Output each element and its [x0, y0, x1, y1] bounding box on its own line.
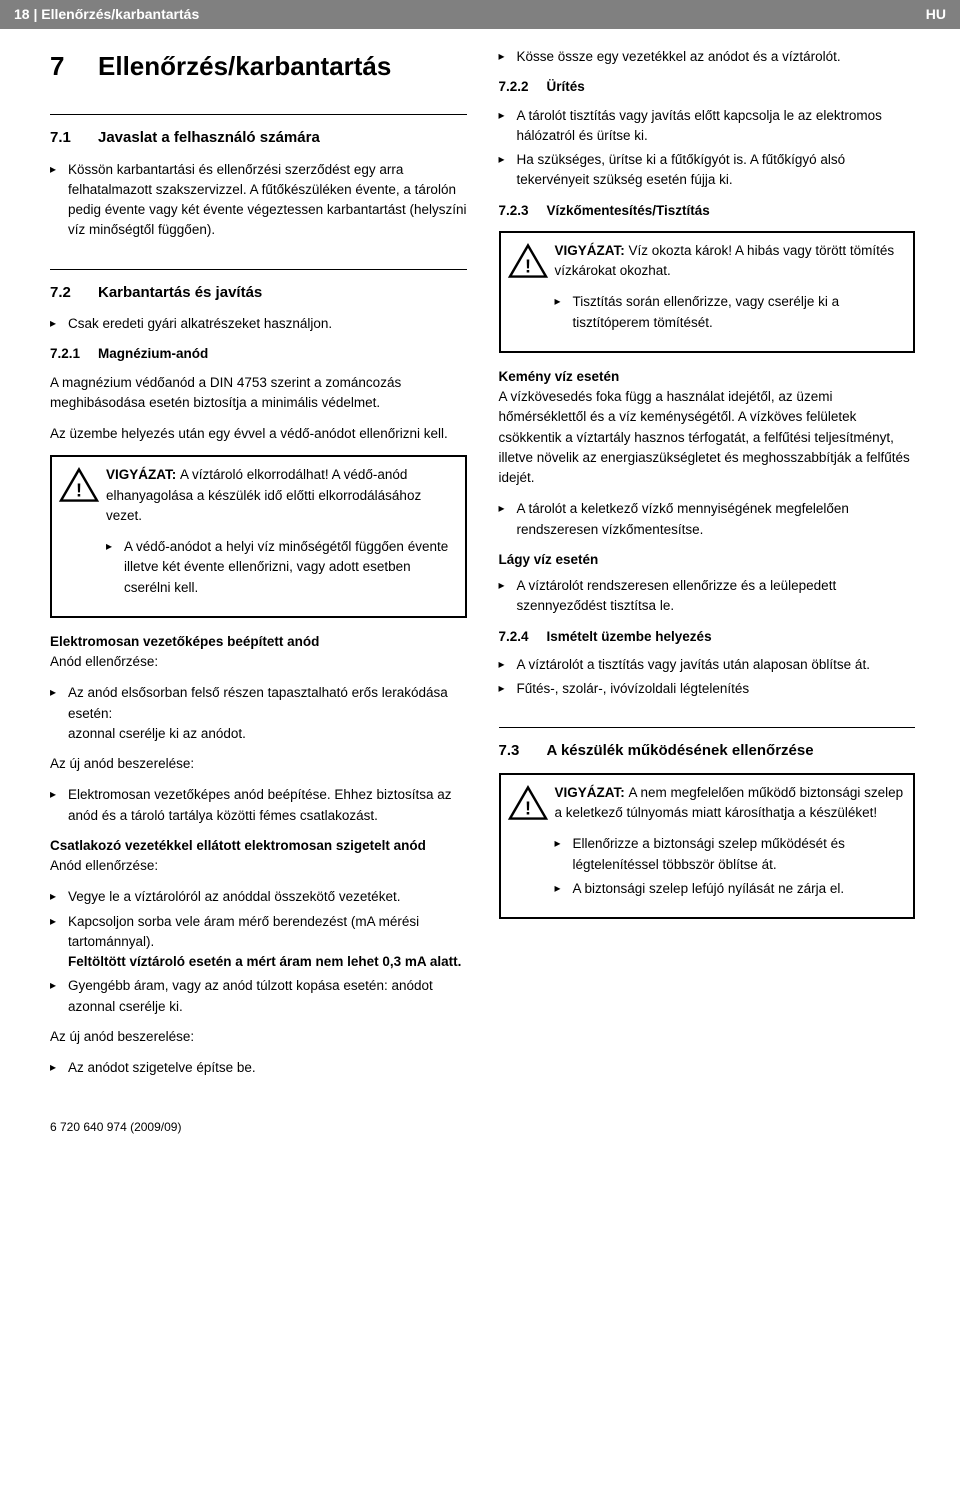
list: Kösse össze egy vezetékkel az anódot és … [499, 47, 916, 67]
list-item: Kösse össze egy vezetékkel az anódot és … [499, 47, 916, 67]
paragraph: Az új anód beszerelése: [50, 1027, 467, 1047]
rule [499, 727, 916, 728]
list-item: Kapcsoljon sorba vele áram mérő berendez… [50, 912, 467, 973]
list: A tárolót tisztítás vagy javítás előtt k… [499, 106, 916, 191]
list: A víztárolót rendszeresen ellenőrizze és… [499, 576, 916, 617]
header-right: HU [926, 4, 946, 25]
list: Az anódot szigetelve építse be. [50, 1058, 467, 1078]
rule [50, 269, 467, 270]
list-item: A víztárolót a tisztítás vagy javítás ut… [499, 655, 916, 675]
svg-text:!: ! [76, 481, 82, 501]
subheading: Kemény víz esetén [499, 367, 916, 387]
list-item: Tisztítás során ellenőrizze, vagy cserél… [555, 292, 908, 333]
list: Elektromosan vezetőképes anód beépítése.… [50, 785, 467, 826]
heading-7-2-1: 7.2.1 Magnézium-anód [50, 344, 467, 364]
paragraph: VIGYÁZAT: A nem megfelelően működő bizto… [555, 783, 908, 824]
warning-box: ! VIGYÁZAT: A nem megfelelően működő biz… [499, 773, 916, 919]
paragraph: A vízkövesedés foka függ a használat ide… [499, 387, 916, 488]
warning-text: VIGYÁZAT: A víztároló elkorrodálhat! A v… [106, 465, 459, 608]
page-body: 7 Ellenőrzés/karbantartás 7.1 Javaslat a… [0, 29, 960, 1118]
heading-7-3: 7.3 A készülék működésének ellenőrzése [499, 740, 916, 763]
left-column: 7 Ellenőrzés/karbantartás 7.1 Javaslat a… [50, 47, 467, 1088]
title-7: 7 Ellenőrzés/karbantartás [50, 47, 467, 86]
list-item: Az anódot szigetelve építse be. [50, 1058, 467, 1078]
paragraph: Anód ellenőrzése: [50, 856, 467, 876]
list-item: Az anód elsősorban felső részen tapaszta… [50, 683, 467, 744]
heading-7-2-3: 7.2.3 Vízkőmentesítés/Tisztítás [499, 201, 916, 221]
list-item: A tárolót a keletkező vízkő mennyiségéne… [499, 499, 916, 540]
list-item: Ha szükséges, ürítse ki a fűtőkígyót is.… [499, 150, 916, 191]
svg-text:!: ! [525, 798, 531, 818]
list-item: Csak eredeti gyári alkatrészeket használ… [50, 314, 467, 334]
list-item: Gyengébb áram, vagy az anód túlzott kopá… [50, 976, 467, 1017]
paragraph: VIGYÁZAT: A víztároló elkorrodálhat! A v… [106, 465, 459, 526]
page-header: 18 | Ellenőrzés/karbantartás HU [0, 0, 960, 29]
list: Vegye le a víztárolóról az anóddal össze… [50, 887, 467, 1017]
list-item: Fűtés-, szolár-, ivóvízoldali légtelenít… [499, 679, 916, 699]
list-item: A tárolót tisztítás vagy javítás előtt k… [499, 106, 916, 147]
list-item: A víztárolót rendszeresen ellenőrizze és… [499, 576, 916, 617]
paragraph: A magnézium védőanód a DIN 4753 szerint … [50, 373, 467, 414]
list-item: A védő-anódot a helyi víz minőségétől fü… [106, 537, 459, 598]
heading-7-1: 7.1 Javaslat a felhasználó számára [50, 127, 467, 150]
heading-7-2-4: 7.2.4 Ismételt üzembe helyezés [499, 627, 916, 647]
warning-text: VIGYÁZAT: A nem megfelelően működő bizto… [555, 783, 908, 909]
list-item: Vegye le a víztárolóról az anóddal össze… [50, 887, 467, 907]
warning-box: ! VIGYÁZAT: Víz okozta károk! A hibás va… [499, 231, 916, 353]
warning-box: ! VIGYÁZAT: A víztároló elkorrodálhat! A… [50, 455, 467, 618]
warning-icon: ! [505, 783, 555, 909]
heading-7-2-2: 7.2.2 Ürítés [499, 77, 916, 97]
paragraph: Az új anód beszerelése: [50, 754, 467, 774]
list: Tisztítás során ellenőrizze, vagy cserél… [555, 292, 908, 333]
heading-7-2: 7.2 Karbantartás és javítás [50, 282, 467, 305]
list-item: Elektromosan vezetőképes anód beépítése.… [50, 785, 467, 826]
list: A tárolót a keletkező vízkő mennyiségéne… [499, 499, 916, 540]
warning-icon: ! [505, 241, 555, 343]
list: A víztárolót a tisztítás vagy javítás ut… [499, 655, 916, 700]
list-7-1: Kössön karbantartási és ellenőrzési szer… [50, 160, 467, 241]
paragraph: VIGYÁZAT: Víz okozta károk! A hibás vagy… [555, 241, 908, 282]
list-item: Ellenőrizze a biztonsági szelep működésé… [555, 834, 908, 875]
list: Ellenőrizze a biztonsági szelep működésé… [555, 834, 908, 899]
warning-text: VIGYÁZAT: Víz okozta károk! A hibás vagy… [555, 241, 908, 343]
list: Az anód elsősorban felső részen tapaszta… [50, 683, 467, 744]
footer: 6 720 640 974 (2009/09) [0, 1118, 960, 1146]
paragraph: Anód ellenőrzése: [50, 652, 467, 672]
warning-icon: ! [56, 465, 106, 608]
svg-text:!: ! [525, 256, 531, 276]
list-item: A biztonsági szelep lefújó nyílását ne z… [555, 879, 908, 899]
list-item: Kössön karbantartási és ellenőrzési szer… [50, 160, 467, 241]
subheading: Elektromosan vezetőképes beépített anód [50, 632, 467, 652]
right-column: Kösse össze egy vezetékkel az anódot és … [499, 47, 916, 1088]
rule [50, 114, 467, 115]
list-7-2: Csak eredeti gyári alkatrészeket használ… [50, 314, 467, 334]
subheading: Lágy víz esetén [499, 550, 916, 570]
paragraph: Az üzembe helyezés után egy évvel a védő… [50, 424, 467, 444]
subheading: Csatlakozó vezetékkel ellátott elektromo… [50, 836, 467, 856]
header-left: 18 | Ellenőrzés/karbantartás [14, 4, 199, 25]
list: A védő-anódot a helyi víz minőségétől fü… [106, 537, 459, 598]
